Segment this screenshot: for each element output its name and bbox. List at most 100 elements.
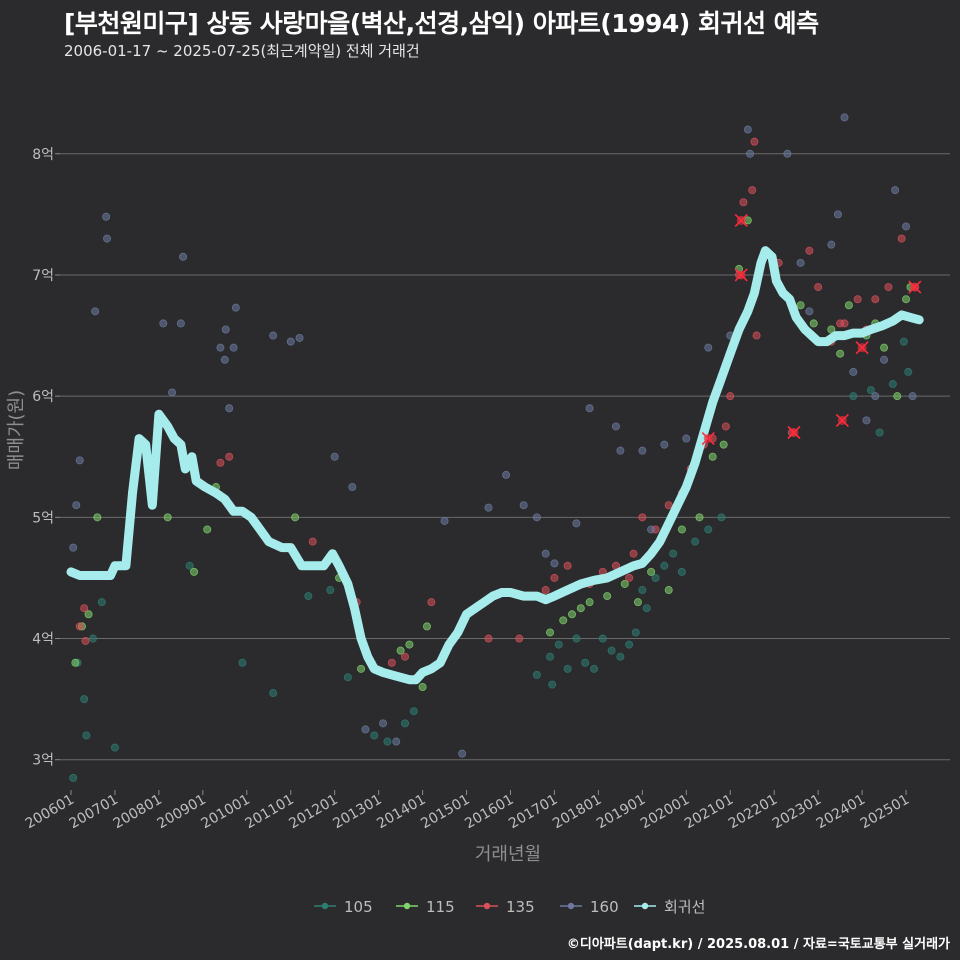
legend-dot <box>321 902 329 910</box>
legend-label: 135 <box>506 898 535 916</box>
data-point-115 <box>93 513 102 522</box>
x-tick-label: 202501 <box>858 792 912 833</box>
data-point-105 <box>904 367 913 376</box>
data-point-160 <box>102 212 111 221</box>
data-point-160 <box>638 446 647 455</box>
data-point-105 <box>875 428 884 437</box>
data-point-160 <box>550 559 559 568</box>
data-point-135 <box>748 186 757 195</box>
data-point-160 <box>103 234 112 243</box>
data-point-160 <box>902 222 911 231</box>
chart-subtitle: 2006-01-17 ~ 2025-07-25(최근계약일) 전체 거래건 <box>64 42 420 60</box>
chart-title: [부천원미구] 상동 사랑마을(벽산,선경,삼익) 아파트(1994) 회귀선 … <box>64 9 819 38</box>
data-point-115 <box>603 592 612 601</box>
data-point-135 <box>225 452 234 461</box>
data-point-105 <box>88 634 97 643</box>
data-point-160 <box>379 719 388 728</box>
data-point-115 <box>568 610 577 619</box>
regression-line-layer <box>66 246 924 685</box>
legend-label: 회귀선 <box>664 898 705 916</box>
data-point-160 <box>805 307 814 316</box>
data-point-135 <box>484 634 493 643</box>
legend-dot <box>567 902 575 910</box>
data-point-160 <box>269 331 278 340</box>
x-tick-label: 201501 <box>418 792 472 833</box>
data-point-135 <box>814 283 823 292</box>
data-point-105 <box>691 537 700 546</box>
data-point-135 <box>308 537 317 546</box>
data-point-135 <box>664 501 673 510</box>
data-point-105 <box>888 380 897 389</box>
x-axis-title: 거래년월 <box>475 844 541 865</box>
data-point-160 <box>179 252 188 261</box>
legend-item-회귀선: 회귀선 <box>634 898 705 916</box>
x-tick-label: 202201 <box>726 792 780 833</box>
data-point-115 <box>633 598 642 607</box>
data-point-160 <box>746 149 755 158</box>
highlight-markers <box>701 213 922 446</box>
data-point-105 <box>642 604 651 613</box>
data-point-160 <box>458 749 467 758</box>
y-tick-label: 7억 <box>32 268 54 284</box>
data-point-160 <box>880 355 889 364</box>
data-point-105 <box>326 586 335 595</box>
data-point-105 <box>651 573 660 582</box>
highlight-marker <box>855 341 869 355</box>
data-point-115 <box>695 513 704 522</box>
data-point-105 <box>554 640 563 649</box>
y-tick-label: 6억 <box>32 389 54 405</box>
data-point-160 <box>69 543 78 552</box>
data-point-160 <box>611 422 620 431</box>
legend-label: 160 <box>590 898 619 916</box>
data-point-160 <box>871 392 880 401</box>
data-point-105 <box>866 386 875 395</box>
legend-item-105: 105 <box>314 898 373 916</box>
data-point-115 <box>836 349 845 358</box>
y-axis-title: 매매가(원) <box>6 390 27 470</box>
highlight-marker <box>734 268 748 282</box>
data-point-135 <box>805 246 814 255</box>
data-point-105 <box>401 719 410 728</box>
data-point-115 <box>902 295 911 304</box>
x-tick-label: 200901 <box>155 792 209 833</box>
data-point-135 <box>550 573 559 582</box>
data-point-105 <box>69 773 78 782</box>
x-tick-label: 202001 <box>638 792 692 833</box>
data-point-115 <box>291 513 300 522</box>
data-point-160 <box>330 452 339 461</box>
data-point-135 <box>515 634 524 643</box>
data-point-115 <box>719 440 728 449</box>
x-tick-label: 201101 <box>242 792 296 833</box>
data-point-160 <box>783 149 792 158</box>
legend-label: 105 <box>344 898 373 916</box>
data-point-135 <box>80 604 89 613</box>
data-point-160 <box>286 337 295 346</box>
data-point-160 <box>532 513 541 522</box>
data-point-160 <box>502 470 511 479</box>
data-point-105 <box>581 658 590 667</box>
data-point-105 <box>849 392 858 401</box>
x-tick-label: 201201 <box>286 792 340 833</box>
data-point-115 <box>559 616 568 625</box>
data-point-105 <box>660 561 669 570</box>
legend-item-135: 135 <box>476 898 535 916</box>
data-point-115 <box>203 525 212 534</box>
data-point-105 <box>598 634 607 643</box>
data-point-160 <box>361 725 370 734</box>
data-point-160 <box>229 343 238 352</box>
data-point-115 <box>809 319 818 328</box>
data-point-105 <box>238 658 247 667</box>
x-tick-label: 202401 <box>814 792 868 833</box>
data-point-105 <box>304 592 313 601</box>
highlight-marker <box>734 213 748 227</box>
data-point-115 <box>844 301 853 310</box>
highlight-marker <box>908 280 922 294</box>
data-point-115 <box>620 579 629 588</box>
data-point-115 <box>708 452 717 461</box>
data-point-105 <box>343 673 352 682</box>
data-point-160 <box>231 303 240 312</box>
data-point-135 <box>387 658 396 667</box>
data-point-160 <box>295 333 304 342</box>
data-point-160 <box>660 440 669 449</box>
data-point-115 <box>71 658 80 667</box>
